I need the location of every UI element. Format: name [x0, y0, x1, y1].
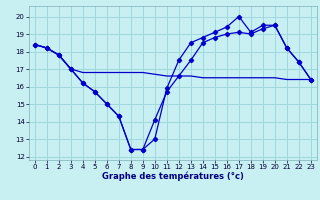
X-axis label: Graphe des températures (°c): Graphe des températures (°c) [102, 172, 244, 181]
